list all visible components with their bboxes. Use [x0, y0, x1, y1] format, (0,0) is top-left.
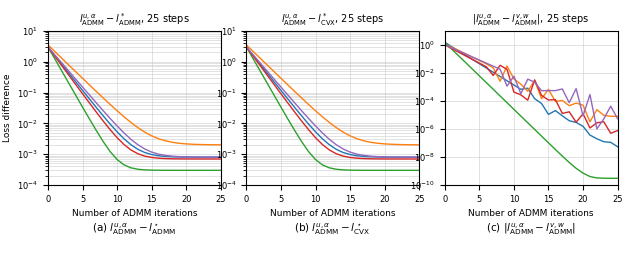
X-axis label: Number of ADMM iterations: Number of ADMM iterations	[270, 209, 396, 218]
X-axis label: Number of ADMM iterations: Number of ADMM iterations	[468, 209, 594, 218]
X-axis label: Number of ADMM iterations: Number of ADMM iterations	[72, 209, 197, 218]
Text: (b) $l^{u,\alpha}_{\mathrm{ADMM}} - l^\star_{\mathrm{CVX}}$: (b) $l^{u,\alpha}_{\mathrm{ADMM}} - l^\s…	[294, 221, 371, 237]
Y-axis label: Loss difference: Loss difference	[3, 74, 12, 142]
Title: $|l^{u,\alpha}_{\mathrm{ADMM}} - l^{v,w}_{\mathrm{ADMM}}|$, 25 steps: $|l^{u,\alpha}_{\mathrm{ADMM}} - l^{v,w}…	[472, 12, 590, 27]
Title: $l^{u,\alpha}_{\mathrm{ADMM}} - l^*_{\mathrm{CVX}}$, 25 steps: $l^{u,\alpha}_{\mathrm{ADMM}} - l^*_{\ma…	[281, 11, 385, 27]
Text: (a) $l^{u,\alpha}_{\mathrm{ADMM}} - l^\star_{\mathrm{ADMM}}$: (a) $l^{u,\alpha}_{\mathrm{ADMM}} - l^\s…	[92, 221, 177, 237]
Text: (c) $|l^{u,\alpha}_{\mathrm{ADMM}} - l^{v,w}_{\mathrm{ADMM}}|$: (c) $|l^{u,\alpha}_{\mathrm{ADMM}} - l^{…	[486, 221, 576, 237]
Title: $l^{u,\alpha}_{\mathrm{ADMM}} - l^*_{\mathrm{ADMM}}$, 25 steps: $l^{u,\alpha}_{\mathrm{ADMM}} - l^*_{\ma…	[79, 11, 190, 27]
